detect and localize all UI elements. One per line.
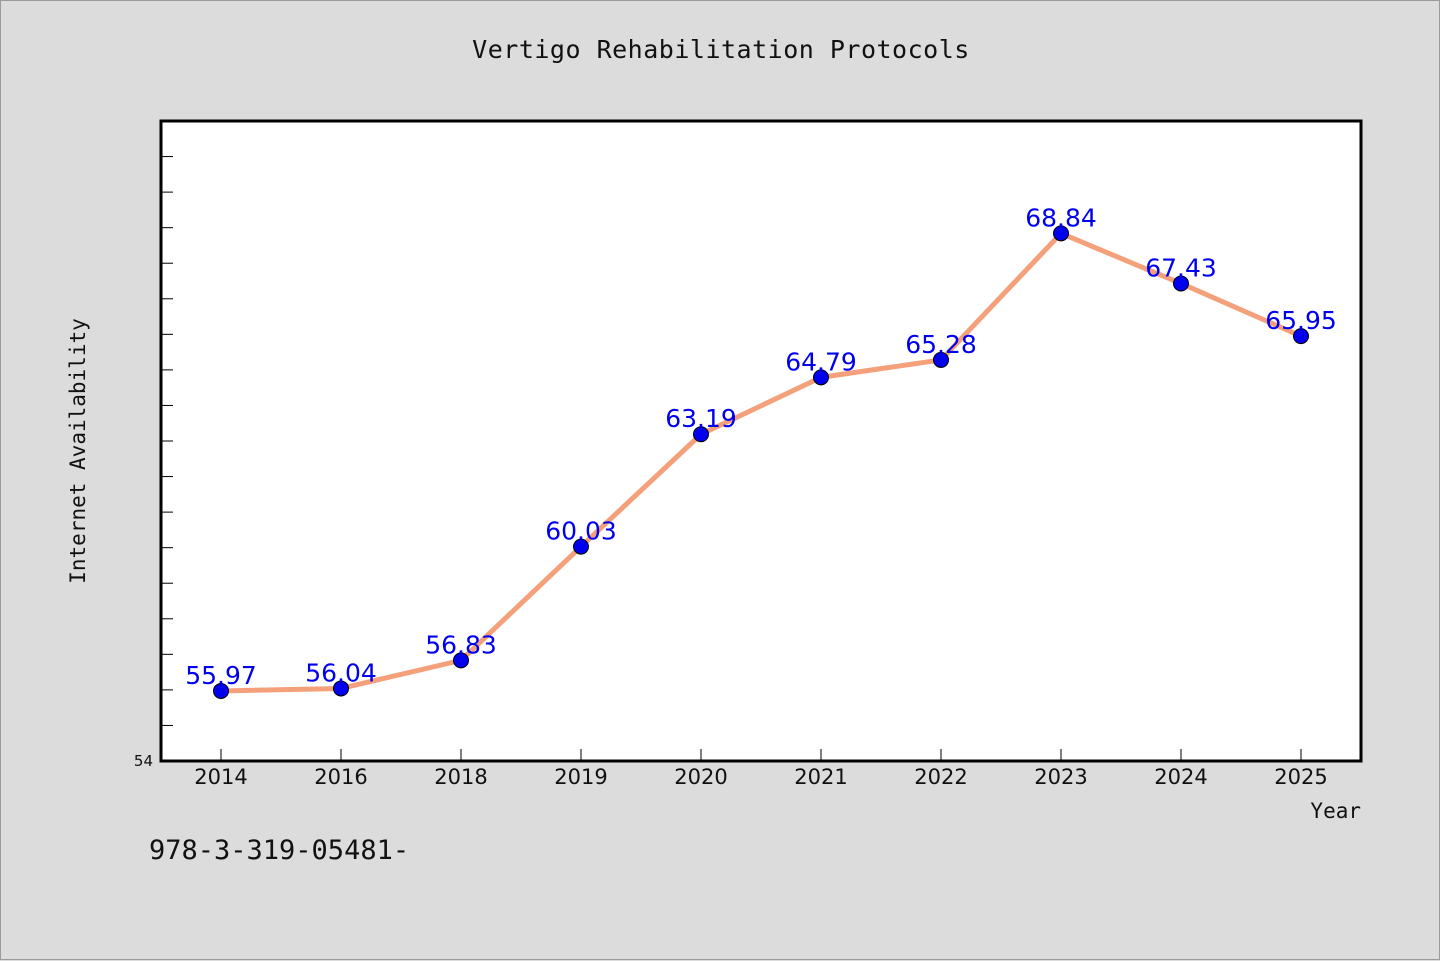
plot-area bbox=[159, 119, 1363, 763]
data-point bbox=[453, 652, 469, 669]
data-label: 56.83 bbox=[425, 630, 497, 659]
x-axis-title: Year bbox=[1310, 799, 1361, 823]
x-tick-label: 2014 bbox=[194, 765, 247, 789]
data-label: 67.43 bbox=[1145, 253, 1217, 282]
data-point bbox=[333, 680, 349, 697]
data-point bbox=[933, 351, 949, 368]
data-label: 64.79 bbox=[785, 347, 857, 376]
data-point bbox=[813, 369, 829, 386]
data-label: 68.84 bbox=[1025, 203, 1097, 232]
data-point bbox=[213, 682, 229, 699]
x-tick-label: 2023 bbox=[1034, 765, 1087, 789]
data-point bbox=[573, 538, 589, 555]
data-label: 65.28 bbox=[905, 330, 977, 359]
x-tick-label: 2025 bbox=[1274, 765, 1327, 789]
data-point bbox=[1053, 225, 1069, 242]
data-label: 65.95 bbox=[1265, 306, 1337, 335]
x-tick-label: 2021 bbox=[794, 765, 847, 789]
data-label: 56.04 bbox=[305, 658, 377, 687]
data-point bbox=[1173, 275, 1189, 292]
data-label: 63.19 bbox=[665, 404, 737, 433]
x-tick-label: 2018 bbox=[434, 765, 487, 789]
x-tick-label: 2016 bbox=[314, 765, 367, 789]
y-tick-label: 54 bbox=[134, 752, 153, 770]
data-point bbox=[693, 426, 709, 443]
footer-isbn-text: 978-3-319-05481- bbox=[149, 835, 410, 866]
x-tick-label: 2019 bbox=[554, 765, 607, 789]
x-tick-label: 2020 bbox=[674, 765, 727, 789]
data-label: 60.03 bbox=[545, 517, 617, 546]
data-label: 55.97 bbox=[185, 661, 257, 690]
x-tick-label: 2024 bbox=[1154, 765, 1207, 789]
chart-title: Vertigo Rehabilitation Protocols bbox=[472, 35, 970, 64]
data-point bbox=[1293, 328, 1309, 345]
series-line bbox=[218, 230, 1304, 694]
x-tick-label: 2022 bbox=[914, 765, 967, 789]
y-axis-title: Internet Availability bbox=[66, 318, 90, 584]
